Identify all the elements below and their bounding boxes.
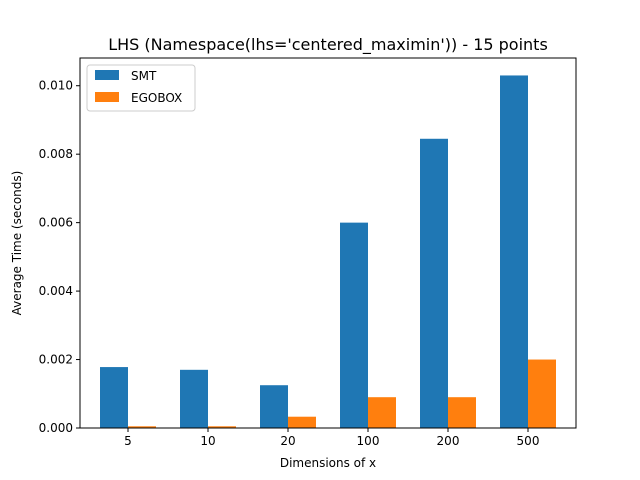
bars-layer (100, 75, 556, 429)
bar-smt-200 (420, 138, 448, 429)
y-axis-ticks: 0.000 0.002 0.004 0.006 0.008 0.010 (39, 79, 80, 435)
x-tick-label: 20 (280, 434, 295, 448)
bar-egobox-200 (448, 397, 476, 428)
legend: SMT EGOBOX (86, 64, 196, 112)
legend-label-smt: SMT (131, 69, 157, 83)
y-tick-label: 0.000 (39, 421, 73, 435)
bar-smt-20 (260, 385, 288, 428)
bar-egobox-5 (128, 426, 156, 428)
x-tick-label: 5 (124, 434, 132, 448)
y-tick-label: 0.006 (39, 216, 73, 230)
bar-smt-100 (340, 222, 368, 428)
bar-egobox-100 (368, 397, 396, 428)
legend-label-egobox: EGOBOX (131, 91, 182, 105)
bar-egobox-10 (208, 426, 236, 428)
legend-swatch-smt (95, 70, 119, 80)
bar-smt-500 (500, 75, 528, 429)
legend-swatch-egobox (95, 92, 119, 102)
y-tick-label: 0.002 (39, 353, 73, 367)
x-tick-label: 500 (517, 434, 540, 448)
plot-frame (79, 57, 577, 429)
bar-smt-10 (180, 369, 208, 428)
y-tick-label: 0.008 (39, 147, 73, 161)
y-tick-label: 0.004 (39, 284, 73, 298)
bar-egobox-20 (288, 416, 316, 428)
x-tick-label: 200 (437, 434, 460, 448)
x-axis-ticks: 5 10 20 100 200 500 (124, 428, 539, 448)
y-tick-label: 0.010 (39, 79, 73, 93)
x-axis-label: Dimensions of x (280, 456, 376, 470)
bar-smt-5 (100, 367, 128, 428)
chart-title: LHS (Namespace(lhs='centered_maximin')) … (108, 35, 548, 55)
y-axis-label: Average Time (seconds) (10, 171, 24, 316)
x-tick-label: 10 (200, 434, 215, 448)
bar-egobox-500 (528, 359, 556, 428)
x-tick-label: 100 (357, 434, 380, 448)
